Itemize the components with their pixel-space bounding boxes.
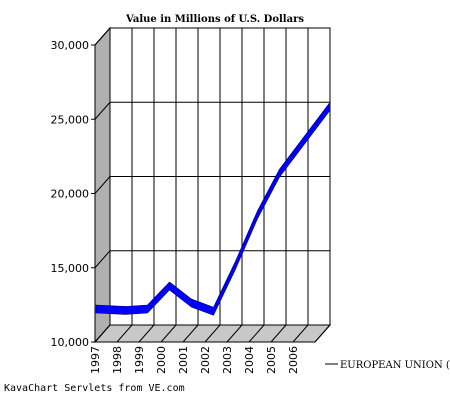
- x-tick-label: 2004: [243, 346, 256, 374]
- data-point: [278, 172, 281, 175]
- data-point: [256, 213, 259, 216]
- x-tick-label: 2005: [265, 346, 278, 374]
- data-point: [234, 264, 237, 267]
- x-tick-label: 2006: [287, 346, 300, 374]
- x-tick-label: 2000: [155, 346, 168, 374]
- x-tick-label: 1999: [133, 346, 146, 374]
- data-point: [329, 105, 332, 108]
- data-point: [146, 307, 149, 310]
- data-point: [124, 309, 127, 312]
- y-tick-label: 25,000: [51, 113, 90, 126]
- x-tick-label: 2001: [177, 346, 190, 374]
- footer-credit: KavaChart Servlets from VE.com: [4, 383, 185, 394]
- data-point: [212, 310, 215, 313]
- legend-label: EUROPEAN UNION (To: [340, 360, 450, 371]
- x-tick-label: 1998: [111, 346, 124, 374]
- data-point: [95, 307, 98, 310]
- y-tick-label: 15,000: [51, 262, 90, 275]
- chart-title: Value in Millions of U.S. Dollars: [125, 14, 304, 25]
- plot-area: 10,000 15,000 20,000 25,000 30,000 1997 1998 19…: [51, 28, 450, 374]
- data-point: [190, 302, 193, 305]
- y-tick-label: 10,000: [51, 336, 90, 349]
- data-point: [168, 284, 171, 287]
- y-tick-label: 30,000: [51, 39, 90, 52]
- x-tick-label: 2002: [199, 346, 212, 374]
- y-tick-label: 20,000: [51, 188, 90, 201]
- x-tick-label: 2003: [221, 346, 234, 374]
- x-tick-label: 1997: [89, 346, 102, 374]
